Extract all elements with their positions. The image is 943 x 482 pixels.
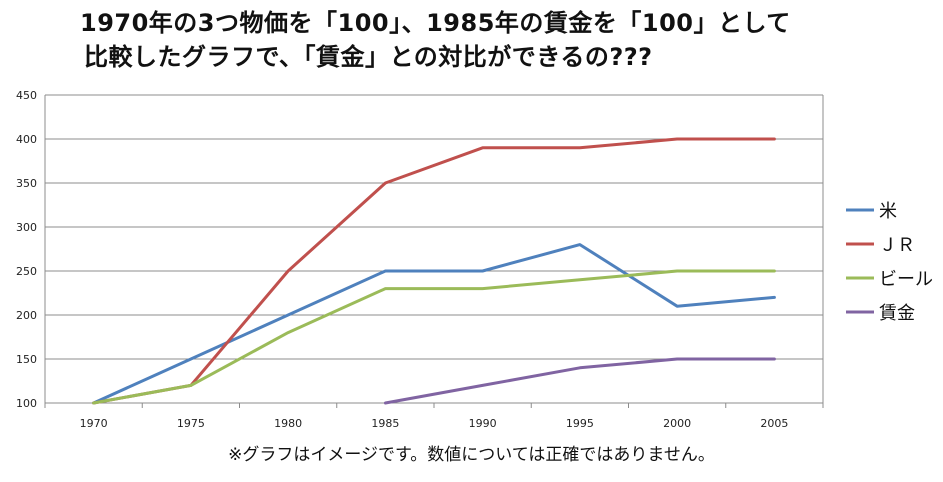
y-tick-label: 150 <box>16 353 37 366</box>
x-tick-label: 1970 <box>80 417 108 430</box>
y-tick-label: 350 <box>16 177 37 190</box>
y-tick-label: 200 <box>16 309 37 322</box>
x-tick-label: 1985 <box>371 417 399 430</box>
axes <box>44 95 824 408</box>
legend-label-1: ＪＲ <box>879 235 915 256</box>
y-tick-label: 100 <box>16 397 37 410</box>
y-tick-labels: 100 150 200 250 300 350 400 450 <box>16 89 37 410</box>
series-line-2 <box>92 269 776 405</box>
x-tick-label: 1975 <box>177 417 205 430</box>
series-lines <box>92 137 776 405</box>
x-tick-label: 2000 <box>663 417 691 430</box>
y-tick-label: 250 <box>16 265 37 278</box>
legend-label-2: ビール <box>879 269 933 290</box>
x-tick-label: 1980 <box>274 417 302 430</box>
series-line-1 <box>92 137 776 405</box>
x-tick-label: 1990 <box>469 417 497 430</box>
x-tick-labels: 1970 1975 1980 1985 1990 1995 2000 2005 <box>80 417 789 430</box>
footnote: ※グラフはイメージです。数値については正確ではありません。 <box>228 445 715 465</box>
series-line-0 <box>92 243 776 405</box>
y-tick-label: 450 <box>16 89 37 102</box>
series-line-3 <box>383 357 776 405</box>
y-tick-label: 400 <box>16 133 37 146</box>
x-tick-label: 2005 <box>760 417 788 430</box>
chart-title: 1970年の3つ物価を「100」、1985年の賃金を「100」として 比較したグ… <box>80 6 840 74</box>
title-line-1: 1970年の3つ物価を「100」、1985年の賃金を「100」として <box>80 9 791 37</box>
legend-label-0: 米 <box>879 201 897 222</box>
x-tick-label: 1995 <box>566 417 594 430</box>
gridlines <box>45 94 823 360</box>
title-line-2: 比較したグラフで、「賃金」との対比ができるの??? <box>84 43 653 71</box>
y-tick-label: 300 <box>16 221 37 234</box>
legend-label-3: 賃金 <box>879 303 915 324</box>
